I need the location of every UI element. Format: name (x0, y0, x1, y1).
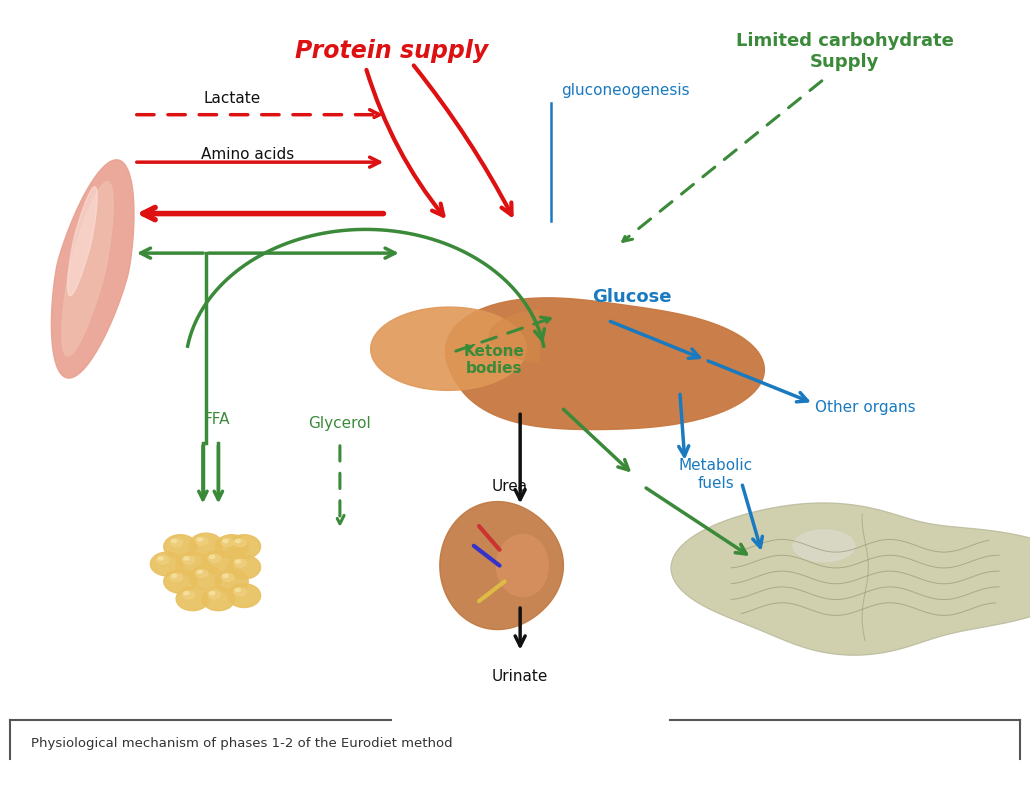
Polygon shape (440, 501, 563, 630)
Polygon shape (52, 160, 134, 378)
Ellipse shape (208, 554, 220, 562)
Ellipse shape (157, 556, 169, 564)
Ellipse shape (202, 551, 235, 574)
Ellipse shape (182, 556, 195, 564)
Polygon shape (489, 310, 539, 362)
Ellipse shape (158, 557, 163, 560)
Ellipse shape (228, 555, 261, 579)
Ellipse shape (235, 539, 240, 543)
Ellipse shape (228, 584, 261, 607)
Polygon shape (672, 503, 1030, 655)
Text: Amino acids: Amino acids (201, 147, 294, 161)
Ellipse shape (171, 539, 177, 543)
Ellipse shape (170, 573, 182, 581)
Text: Limited carbohydrate
Supply: Limited carbohydrate Supply (735, 32, 954, 71)
Ellipse shape (164, 570, 197, 593)
Ellipse shape (196, 570, 208, 577)
Ellipse shape (221, 573, 234, 581)
Text: Lactate: Lactate (203, 92, 261, 106)
Ellipse shape (190, 566, 222, 589)
Ellipse shape (228, 535, 261, 558)
Text: Glycerol: Glycerol (309, 416, 371, 430)
Ellipse shape (150, 552, 183, 576)
Ellipse shape (170, 539, 182, 547)
Ellipse shape (176, 587, 209, 611)
Text: Urea: Urea (491, 479, 528, 494)
Ellipse shape (184, 592, 190, 595)
Ellipse shape (190, 533, 222, 557)
Ellipse shape (222, 539, 228, 543)
Ellipse shape (184, 557, 190, 560)
Ellipse shape (182, 591, 195, 599)
Ellipse shape (202, 587, 235, 611)
Text: Protein supply: Protein supply (295, 40, 488, 63)
Polygon shape (62, 182, 113, 356)
Ellipse shape (234, 588, 246, 596)
Polygon shape (446, 298, 764, 430)
Ellipse shape (234, 539, 246, 547)
Ellipse shape (197, 570, 202, 573)
Text: Other organs: Other organs (815, 400, 916, 414)
Ellipse shape (164, 535, 197, 558)
Text: Ketone
bodies: Ketone bodies (464, 344, 525, 376)
Ellipse shape (235, 589, 240, 592)
Text: Physiological mechanism of phases 1-2 of the Eurodiet method: Physiological mechanism of phases 1-2 of… (31, 737, 452, 750)
Ellipse shape (235, 560, 240, 563)
Text: gluconeogenesis: gluconeogenesis (561, 84, 690, 98)
Ellipse shape (215, 535, 248, 558)
Ellipse shape (210, 555, 214, 558)
Ellipse shape (196, 537, 208, 545)
Ellipse shape (210, 592, 214, 595)
Polygon shape (496, 535, 548, 596)
Ellipse shape (234, 559, 246, 567)
Ellipse shape (176, 552, 209, 576)
Polygon shape (68, 187, 97, 296)
Ellipse shape (208, 591, 220, 599)
Ellipse shape (222, 574, 228, 577)
Ellipse shape (793, 530, 855, 562)
Polygon shape (371, 307, 526, 391)
Ellipse shape (171, 574, 177, 577)
Ellipse shape (197, 538, 202, 541)
Text: FFA: FFA (203, 412, 230, 426)
Ellipse shape (215, 570, 248, 593)
Ellipse shape (221, 539, 234, 547)
Text: Glucose: Glucose (592, 288, 672, 305)
Text: Urinate: Urinate (492, 669, 548, 683)
Text: Metabolic
fuels: Metabolic fuels (679, 459, 753, 490)
